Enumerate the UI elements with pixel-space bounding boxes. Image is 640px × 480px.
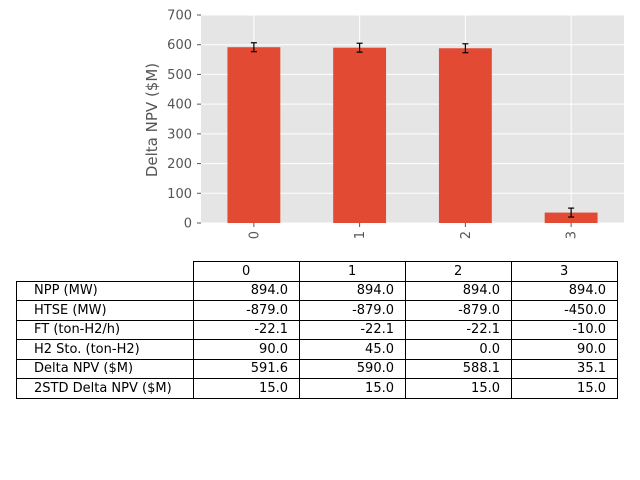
x-tick-label: 2: [459, 231, 474, 239]
x-tick-label: 0: [247, 231, 262, 239]
table-cell: 45.0: [299, 339, 406, 360]
table-cell: -879.0: [405, 300, 512, 321]
error-bar-series: [250, 42, 575, 218]
y-axis-ticks: 0 100 200 300 400 500 600 700: [167, 9, 201, 232]
table-cell: -22.1: [299, 319, 406, 340]
table-row: Delta NPV ($M) 591.6 590.0 588.1 35.1: [16, 358, 618, 379]
table-cell: 588.1: [405, 358, 512, 379]
table-cell: 90.0: [193, 339, 300, 360]
table-row-label: Delta NPV ($M): [16, 358, 194, 379]
table-cell: 15.0: [511, 378, 618, 399]
table-cell: 894.0: [299, 280, 406, 301]
table-row: H2 Sto. (ton-H2) 90.0 45.0 0.0 90.0: [16, 339, 618, 360]
y-tick-label: 400: [167, 98, 192, 113]
table-column-header: 3: [511, 261, 618, 282]
y-tick-label: 300: [167, 127, 192, 142]
bar-1: [333, 47, 387, 223]
table-cell: 894.0: [405, 280, 512, 301]
table-cell: 90.0: [511, 339, 618, 360]
table-cell: -10.0: [511, 319, 618, 340]
table-row: HTSE (MW) -879.0 -879.0 -879.0 -450.0: [16, 300, 618, 321]
table-cell: 894.0: [511, 280, 618, 301]
x-tick-label: 3: [565, 231, 580, 239]
table-column-header: 0: [193, 261, 300, 282]
table-column-header: 1: [299, 261, 406, 282]
y-tick-label: 200: [167, 157, 192, 172]
y-tick-label: 700: [167, 9, 192, 24]
table-cell: 590.0: [299, 358, 406, 379]
table-cell: -450.0: [511, 300, 618, 321]
y-tick-label: 600: [167, 38, 192, 53]
table-row-label: H2 Sto. (ton-H2): [16, 339, 194, 360]
table-row-label: HTSE (MW): [16, 300, 194, 321]
table-cell: 0.0: [405, 339, 512, 360]
table-cell: -879.0: [299, 300, 406, 321]
table-row: 2STD Delta NPV ($M) 15.0 15.0 15.0 15.0: [16, 378, 618, 399]
table-row-label: 2STD Delta NPV ($M): [16, 378, 194, 399]
table-row-label: FT (ton-H2/h): [16, 319, 194, 340]
table-cell: 15.0: [299, 378, 406, 399]
bar-series: [227, 47, 598, 224]
table-cell: -22.1: [193, 319, 300, 340]
table-cell: 15.0: [405, 378, 512, 399]
table-cell: -879.0: [193, 300, 300, 321]
table-row: FT (ton-H2/h) -22.1 -22.1 -22.1 -10.0: [16, 319, 618, 340]
y-axis-label: Delta NPV ($M): [143, 63, 161, 177]
error-bar-0: [250, 42, 257, 53]
table-cell: 35.1: [511, 358, 618, 379]
error-bar-3: [568, 207, 575, 218]
table-column-header: 2: [405, 261, 512, 282]
table-cell: 894.0: [193, 280, 300, 301]
error-bar-1: [356, 42, 363, 53]
bar-2: [438, 48, 492, 223]
bar-3: [544, 212, 598, 223]
data-table: 0 1 2 3 NPP (MW) 894.0 894.0 894.0 894.0 HTSE (MW…: [16, 261, 618, 399]
table-corner: [17, 262, 194, 282]
y-tick-label: 0: [184, 217, 192, 232]
bar-chart: 0 100 200 300 400 500 600 700 0 1 2 3 Delta NPV ($…: [143, 9, 624, 239]
error-bar-2: [462, 43, 469, 54]
table-cell: 15.0: [193, 378, 300, 399]
table-row: NPP (MW) 894.0 894.0 894.0 894.0: [16, 280, 618, 301]
table-cell: -22.1: [405, 319, 512, 340]
table-row-label: NPP (MW): [16, 280, 194, 301]
x-axis-ticks: 0 1 2 3: [247, 223, 580, 239]
y-tick-label: 500: [167, 68, 192, 83]
table-cell: 591.6: [193, 358, 300, 379]
y-tick-label: 100: [167, 187, 192, 202]
bar-0: [227, 47, 281, 224]
x-tick-label: 1: [353, 231, 368, 239]
